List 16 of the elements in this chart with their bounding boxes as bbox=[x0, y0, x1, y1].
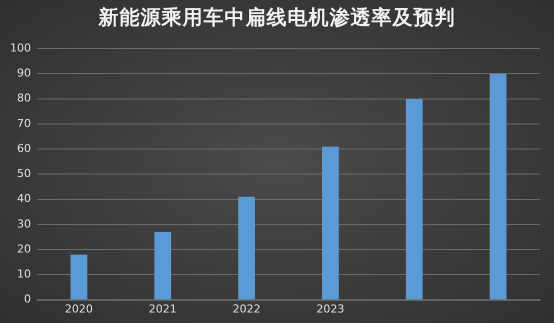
x-tick-label: 2020 bbox=[64, 302, 93, 316]
x-tick-label: 2021 bbox=[148, 302, 177, 316]
y-tick-label: 30 bbox=[16, 217, 31, 230]
y-tick-label: 80 bbox=[16, 92, 31, 105]
y-tick-label: 100 bbox=[10, 41, 31, 54]
y-tick-label: 60 bbox=[16, 142, 31, 155]
y-tick-label: 70 bbox=[16, 116, 31, 130]
y-tick-label: 40 bbox=[16, 192, 31, 206]
x-tick-label: 2022 bbox=[232, 302, 261, 316]
y-tick-label: 0 bbox=[24, 292, 31, 306]
y-tick-label: 20 bbox=[16, 242, 31, 256]
y-tick-label: 50 bbox=[16, 167, 31, 180]
y-tick-label: 10 bbox=[16, 268, 31, 281]
x-tick-label: 2023 bbox=[316, 302, 344, 316]
chart-title: 新能源乘用车中扁线电机渗透率及预判 bbox=[97, 4, 456, 31]
y-tick-label: 90 bbox=[16, 66, 31, 80]
